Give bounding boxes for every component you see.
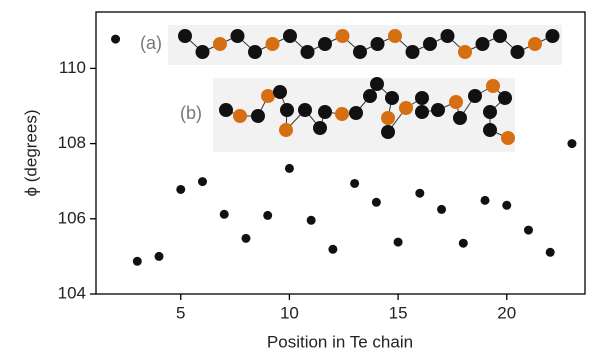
data-point	[524, 226, 533, 235]
atom	[233, 109, 247, 123]
data-point	[350, 179, 359, 188]
atom	[318, 105, 332, 119]
structure-insets	[168, 25, 562, 152]
atom	[353, 45, 367, 59]
atom	[363, 89, 377, 103]
atom	[273, 85, 287, 99]
atom	[231, 29, 245, 43]
data-point	[241, 234, 250, 243]
inset-b-label: (b)	[180, 103, 202, 123]
atom	[546, 29, 560, 43]
atom	[511, 45, 525, 59]
data-point	[502, 201, 511, 210]
atom	[178, 29, 192, 43]
data-point	[133, 257, 142, 266]
x-tick-label: 10	[280, 303, 299, 322]
data-point	[307, 216, 316, 225]
data-point	[220, 210, 229, 219]
atom	[486, 79, 500, 93]
x-tick-label: 15	[389, 303, 408, 322]
atom	[381, 111, 395, 125]
atom	[279, 123, 293, 137]
atom	[371, 37, 385, 51]
data-point	[481, 196, 490, 205]
atom	[388, 29, 402, 43]
data-point	[394, 238, 403, 247]
atom	[370, 77, 384, 91]
atom	[483, 123, 497, 137]
data-point	[415, 189, 424, 198]
y-tick-label: 108	[58, 133, 86, 152]
data-point	[111, 35, 120, 44]
y-tick-label: 106	[58, 208, 86, 227]
atom	[301, 45, 315, 59]
atom	[431, 103, 445, 117]
data-point	[437, 205, 446, 214]
x-tick-label: 5	[176, 303, 185, 322]
atom	[313, 121, 327, 135]
atom	[280, 103, 294, 117]
atom	[196, 45, 210, 59]
data-point	[198, 177, 207, 186]
atom	[298, 103, 312, 117]
atom	[476, 37, 490, 51]
atom	[349, 106, 363, 120]
y-tick-label: 104	[58, 283, 86, 302]
atom	[381, 125, 395, 139]
atom	[528, 37, 542, 51]
x-axis-label: Position in Te chain	[267, 332, 413, 351]
atom	[493, 29, 507, 43]
atom	[336, 29, 350, 43]
atom	[219, 103, 233, 117]
data-point	[285, 164, 294, 173]
atom	[251, 109, 265, 123]
atom	[468, 89, 482, 103]
data-point	[372, 198, 381, 207]
chart: (a) (b) Position in Te chain ϕ (degrees)…	[0, 0, 593, 358]
data-point	[263, 211, 272, 220]
data-point	[176, 185, 185, 194]
inset-a-label: (a)	[140, 33, 162, 53]
y-axis-label: ϕ (degrees)	[21, 109, 40, 196]
atom	[318, 37, 332, 51]
data-point	[328, 245, 337, 254]
atom	[213, 37, 227, 51]
atom	[261, 89, 275, 103]
atom	[483, 105, 497, 119]
atom	[385, 91, 399, 105]
data-point	[546, 248, 555, 257]
y-tick-label: 110	[59, 58, 86, 77]
atom	[501, 131, 515, 145]
atom	[449, 95, 463, 109]
atom	[415, 91, 429, 105]
atom	[335, 107, 349, 121]
atom	[248, 45, 262, 59]
atom	[399, 101, 413, 115]
atom	[498, 91, 512, 105]
atom	[266, 37, 280, 51]
data-point	[155, 252, 164, 261]
atom	[453, 111, 467, 125]
atom	[283, 29, 297, 43]
x-tick-label: 20	[497, 303, 516, 322]
atom	[458, 45, 472, 59]
atom	[423, 37, 437, 51]
data-point	[459, 239, 468, 248]
atom	[441, 29, 455, 43]
atom	[415, 105, 429, 119]
atom	[406, 45, 420, 59]
data-point	[567, 139, 576, 148]
